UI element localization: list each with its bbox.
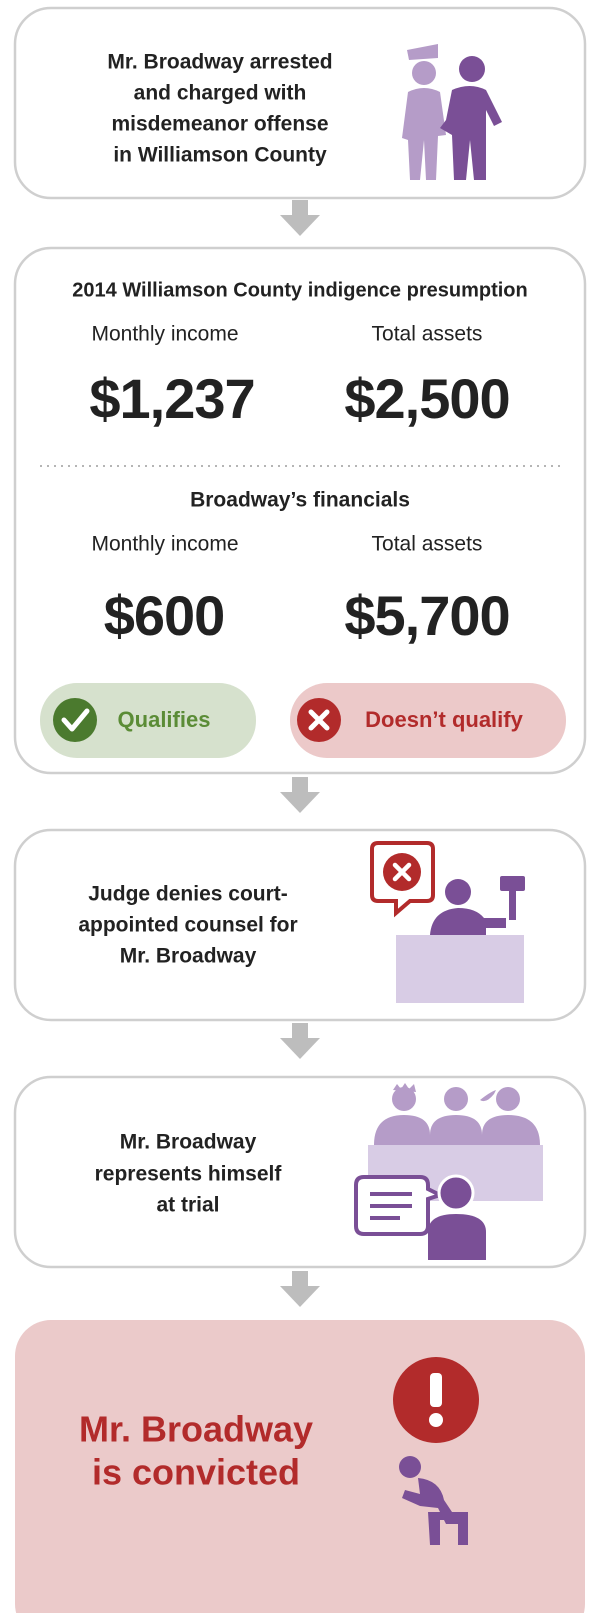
flow-arrow <box>280 1271 320 1307</box>
step-text: in Williamson County <box>113 144 327 167</box>
judge-icon-part <box>445 879 471 905</box>
step-text: and charged with <box>134 82 307 105</box>
judge-icon-part <box>509 890 516 920</box>
step-text: Judge denies court- <box>88 883 288 906</box>
metric-label: Monthly income <box>91 533 238 556</box>
step-text: Mr. Broadway <box>120 945 257 968</box>
outcome-text: Mr. Broadway <box>79 1409 313 1450</box>
result-label: Doesn’t qualify <box>365 707 523 732</box>
convicted-icon-part <box>429 1413 443 1427</box>
metric-value: $1,237 <box>89 367 254 430</box>
judge-icon-part <box>396 935 524 1003</box>
trial-icon-part <box>439 1176 473 1210</box>
metric-value: $600 <box>104 584 225 647</box>
metric-value: $2,500 <box>344 367 509 430</box>
step-text: represents himself <box>95 1163 283 1186</box>
qualifies-pill-part <box>53 698 97 742</box>
step-text: misdemeanor offense <box>111 113 328 136</box>
flow-arrow <box>280 200 320 236</box>
step-text: appointed counsel for <box>78 914 297 937</box>
result-label: Qualifies <box>118 707 211 732</box>
arrest-icon-part <box>412 61 436 85</box>
arrest-icon-part <box>459 56 485 82</box>
convicted-icon-part <box>430 1373 442 1407</box>
flow-arrow <box>280 777 320 813</box>
section-title: 2014 Williamson County indigence presump… <box>72 279 527 301</box>
convicted-icon-part <box>399 1456 421 1478</box>
step-text: at trial <box>156 1194 219 1217</box>
trial-icon-part <box>428 1214 486 1260</box>
metric-label: Total assets <box>372 533 483 556</box>
infographic: Mr. Broadway arrested and charged with m… <box>0 0 610 1613</box>
section-subtitle: Broadway’s financials <box>190 489 410 512</box>
flow-arrow <box>280 1023 320 1059</box>
outcome-text: is convicted <box>92 1452 300 1493</box>
metric-label: Total assets <box>372 323 483 346</box>
judge-icon-part <box>500 876 525 891</box>
trial-icon-part <box>374 1115 540 1145</box>
page: Mr. Broadway arrested and charged with m… <box>0 0 610 1613</box>
metric-label: Monthly income <box>91 323 238 346</box>
trial-icon-part <box>444 1087 468 1111</box>
metric-value: $5,700 <box>344 584 509 647</box>
step-text: Mr. Broadway arrested <box>107 51 332 74</box>
trial-icon-part <box>496 1087 520 1111</box>
step-text: Mr. Broadway <box>120 1131 257 1154</box>
